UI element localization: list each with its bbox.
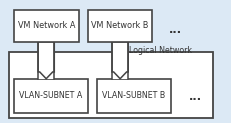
Text: VM Network A: VM Network A: [18, 21, 75, 30]
Text: VLAN-SUBNET B: VLAN-SUBNET B: [102, 91, 166, 100]
Text: VLAN-SUBNET A: VLAN-SUBNET A: [19, 91, 82, 100]
Bar: [38, 42, 54, 79]
Text: Logical Network: Logical Network: [129, 46, 192, 55]
Bar: [97, 79, 171, 113]
Text: VM Network B: VM Network B: [91, 21, 149, 30]
Bar: [9, 52, 213, 118]
Bar: [112, 42, 128, 79]
Polygon shape: [38, 42, 54, 79]
Bar: [14, 10, 79, 42]
Polygon shape: [112, 42, 128, 79]
Text: ...: ...: [169, 24, 182, 35]
Bar: [14, 79, 88, 113]
Bar: [88, 10, 152, 42]
Text: ...: ...: [189, 92, 202, 102]
